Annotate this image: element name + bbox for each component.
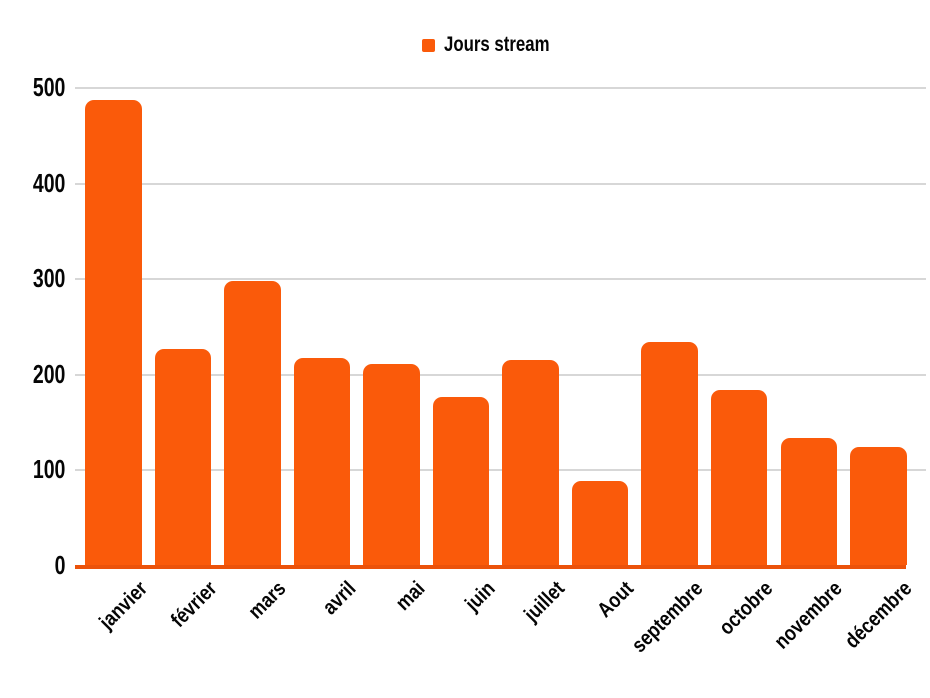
bar-janvier xyxy=(85,100,142,566)
x-tick-label-avril: avril xyxy=(317,577,361,620)
gridline-300 xyxy=(75,278,926,280)
x-tick-label-Aout: Aout xyxy=(593,577,639,623)
legend: Jours stream xyxy=(422,33,576,56)
gridline-400 xyxy=(75,182,926,185)
y-tick-label-200: 200 xyxy=(32,358,65,389)
bar-novembre xyxy=(780,438,837,566)
y-tick-label-500: 500 xyxy=(32,71,65,102)
gridline-200 xyxy=(75,373,926,376)
plot-area xyxy=(75,87,926,566)
x-tick-label-décembre: décembre xyxy=(840,577,917,653)
x-tick-label-mai: mai xyxy=(391,577,430,616)
x-tick-label-septembre: septembre xyxy=(627,577,708,658)
y-tick-label-100: 100 xyxy=(32,453,65,484)
x-tick-label-octobre: octobre xyxy=(714,577,778,640)
bar-Aout xyxy=(571,481,629,566)
legend-swatch-icon xyxy=(422,38,435,52)
x-tick-label-mars: mars xyxy=(244,577,291,624)
bar-février xyxy=(154,348,212,566)
x-tick-label-juin: juin xyxy=(460,577,500,616)
x-axis-line xyxy=(75,565,906,569)
bar-septembre xyxy=(641,342,698,566)
legend-label: Jours stream xyxy=(444,33,550,56)
x-tick-label-juillet: juillet xyxy=(519,577,569,627)
bar-décembre xyxy=(850,447,907,566)
y-tick-label-0: 0 xyxy=(54,549,65,580)
bar-mars xyxy=(224,280,281,566)
gridline-500 xyxy=(75,87,926,89)
bar-juillet xyxy=(502,360,559,566)
x-tick-label-février: février xyxy=(166,577,222,632)
x-tick-label-janvier: janvier xyxy=(94,577,152,634)
x-tick-label-novembre: novembre xyxy=(770,577,848,654)
y-tick-label-300: 300 xyxy=(32,262,65,293)
bar-avril xyxy=(293,358,351,566)
bar-mai xyxy=(363,363,420,566)
bar-octobre xyxy=(710,389,768,566)
gridline-100 xyxy=(75,469,926,471)
y-tick-label-400: 400 xyxy=(32,167,65,198)
bar-juin xyxy=(432,397,490,566)
